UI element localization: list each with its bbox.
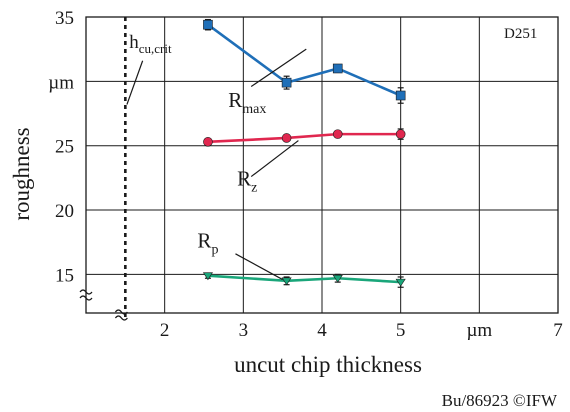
y-tick-label: 35	[55, 8, 74, 29]
leader-line-p	[235, 253, 283, 281]
tick-labels: 2 3 4 5 µm 7 15 20 25 µm 35	[48, 8, 562, 341]
series-line-p	[207, 274, 401, 284]
axis-break-marks	[79, 289, 128, 321]
data-point-z	[203, 137, 213, 147]
x-tick-label: 7	[553, 320, 563, 341]
credit-text: Bu/86923 ©IFW	[442, 391, 558, 410]
y-tick-label: 25	[55, 137, 74, 158]
data-point-z	[281, 133, 292, 143]
data-point-p	[332, 274, 343, 283]
grid-lines	[86, 17, 558, 313]
data-point-max	[281, 77, 292, 88]
x-tick-label: 5	[396, 320, 406, 341]
label-leader-lines	[126, 48, 307, 281]
x-axis-break	[114, 309, 128, 321]
plot-frame	[85, 16, 559, 314]
data-point-max	[395, 90, 406, 101]
x-tick-label: 2	[160, 320, 170, 341]
x-tick-label: 3	[239, 320, 249, 341]
y-tick-label: 15	[55, 265, 74, 286]
data-point-max	[203, 19, 213, 30]
series-label-max: Rmax	[228, 88, 266, 117]
y-tick-label: 20	[55, 201, 74, 222]
series-label-p: Rp	[197, 228, 218, 257]
chart-code: D251	[504, 26, 537, 42]
series-label-z: Rz	[237, 167, 257, 196]
x-tick-label: 4	[317, 320, 327, 341]
data-point-p	[395, 278, 406, 287]
data-point-z	[395, 129, 406, 139]
data-point-z	[332, 129, 343, 139]
y-tick-label: µm	[48, 72, 74, 93]
x-tick-label: µm	[466, 320, 492, 341]
series-line-z	[207, 132, 401, 144]
y-axis-title: roughness	[9, 127, 34, 220]
leader-line-max	[250, 48, 307, 87]
series-labels: Rmax Rz Rp hcu,crit	[129, 32, 266, 257]
data-series	[202, 18, 406, 288]
leader-line-critical	[126, 60, 144, 105]
y-axis-break	[79, 289, 93, 301]
data-point-p	[281, 277, 292, 286]
x-axis-title: uncut chip thickness	[234, 352, 422, 377]
leader-line-z	[250, 140, 299, 178]
series-line-max	[207, 23, 402, 97]
data-point-max	[332, 63, 343, 74]
critical-thickness-label: hcu,crit	[129, 32, 172, 56]
data-point-p	[202, 272, 213, 281]
